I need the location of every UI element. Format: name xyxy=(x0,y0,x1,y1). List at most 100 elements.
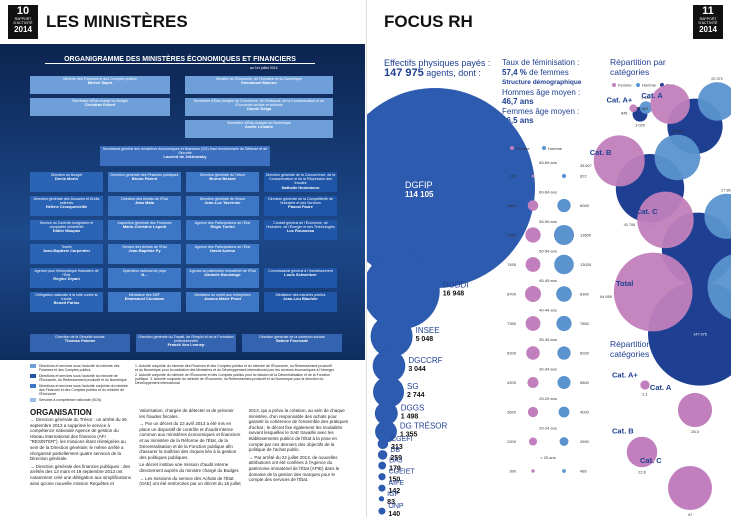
share-bubble xyxy=(640,380,650,390)
women-bubble xyxy=(637,191,694,249)
org-box: Secrétaire d'État chargée du Commerce, d… xyxy=(185,98,333,116)
legend-swatch xyxy=(30,364,36,368)
men-value: 6020 xyxy=(580,351,590,356)
men-value: 13030 xyxy=(580,262,592,267)
org-name: Jeanne-Marie Prost xyxy=(204,296,241,302)
org-box: Service des Achats de l'État Jean-Baptist… xyxy=(108,244,181,264)
org-name: Jean-Luc Tavernier xyxy=(204,200,241,206)
women-value: 21 451 xyxy=(637,107,649,111)
page-number: 11 xyxy=(702,5,714,17)
women-bubble xyxy=(525,227,541,243)
direction-label: IGF xyxy=(387,491,399,498)
bubble xyxy=(373,376,405,408)
women-value: 278 xyxy=(509,174,516,179)
text: Hommes âge moyen : xyxy=(502,87,581,97)
paragraph: Le décret institue une mission d'audit i… xyxy=(139,462,240,473)
direction-value: 1 498 xyxy=(401,413,419,420)
org-role: Direction générale du Travail, de l'Empl… xyxy=(138,335,234,344)
org-role: Ministre de l'Économie, de l'Industrie e… xyxy=(216,77,302,81)
value: 46,7 ans xyxy=(502,97,534,106)
bubble xyxy=(378,496,385,502)
direction-label: INSEE xyxy=(416,326,440,335)
bubble xyxy=(378,473,386,481)
gutter xyxy=(366,0,367,517)
org-name: Michel Sapin xyxy=(87,80,113,86)
direction-value: 5 048 xyxy=(416,336,434,343)
direction-value: 2 744 xyxy=(407,392,425,399)
text: Femmes âge moyen : xyxy=(502,106,580,116)
men-bubble xyxy=(557,198,571,213)
org-name: Nathalie Homobono xyxy=(281,184,320,190)
direction-value: 259 xyxy=(390,455,402,462)
men-value: 27 863 xyxy=(721,189,731,193)
org-name: N... xyxy=(141,272,148,278)
org-role: Tracfin xyxy=(61,245,72,249)
paragraph: → Les missions du service des Achats de … xyxy=(139,408,349,487)
org-role: Secrétaire d'État chargé du Budget xyxy=(72,99,128,103)
men-bubble xyxy=(707,254,731,320)
women-bubble xyxy=(527,376,539,389)
direction-label: CGEIET xyxy=(389,469,416,476)
category-name: Cat. A xyxy=(650,383,672,392)
org-role: Direction générale de la Concurrence, de… xyxy=(265,173,336,186)
bubble xyxy=(377,450,388,460)
org-role: Secrétariat général des ministères écono… xyxy=(102,147,268,156)
men-value: 20 372 xyxy=(711,77,723,81)
org-name: Jean-Baptiste Carpentier xyxy=(42,248,91,254)
badge: 10 RAPPORT D'ACTIVITÉ 2014 xyxy=(8,5,38,39)
age-label: 60-64 ans xyxy=(539,190,557,195)
bubble xyxy=(370,315,413,358)
org-box: Direction des Achats de l'État Jean Maïa xyxy=(108,196,181,216)
org-name: Louis Schweitzer xyxy=(284,272,317,278)
org-box: Conseil général de l'Économie, de l'Indu… xyxy=(264,220,337,240)
women-bubble xyxy=(528,437,538,446)
category-name: Cat. A xyxy=(641,91,663,100)
org-name: Christian Eckert xyxy=(84,102,116,108)
paragraph: → Par un décret du 23 avril 2013 a été m… xyxy=(139,421,241,460)
org-name: Carole Delga xyxy=(246,106,272,112)
share-bubble xyxy=(626,436,658,468)
org-box: Direction de la Sécurité sociale Thomas F… xyxy=(30,334,130,352)
org-name: Didier Maupas xyxy=(52,228,81,234)
badge-line: D'ACTIVITÉ xyxy=(13,21,33,25)
direction-value: 140 xyxy=(388,511,400,517)
legend-swatch xyxy=(30,374,36,378)
org-role: Service du Contrôle budgétaire et compta… xyxy=(39,221,94,230)
org-box: Agence des Participations de l'État Régis… xyxy=(186,220,259,240)
org-box: Direction du Budget Denis Morin xyxy=(30,172,103,192)
men-bubble xyxy=(561,173,567,179)
legend-swatch xyxy=(542,146,546,150)
women-value: 84 659 xyxy=(600,295,612,299)
direction-value: 150 xyxy=(389,477,401,484)
share-value: 28,3 xyxy=(691,429,700,434)
women-value: 7980 xyxy=(507,233,517,238)
direction-value: 142 xyxy=(388,488,400,495)
org-role: Secrétaire d'État chargée du Commerce, d… xyxy=(193,99,325,108)
women-bubble xyxy=(527,200,539,211)
age-label: 45-49 ans xyxy=(539,278,557,283)
men-value: 7850 xyxy=(580,321,590,326)
org-name: Danielle Bourlange xyxy=(204,272,241,278)
direction-value: 83 xyxy=(387,499,395,506)
org-box: Médiateur des MEF Emmanuel Constans xyxy=(108,292,181,312)
paragraph: → Direction générale des finances publiq… xyxy=(30,408,234,486)
org-box: Commissariat général à l'Investissement L… xyxy=(264,268,337,288)
men-value: 2 184 xyxy=(641,96,651,100)
women-bubble xyxy=(525,257,541,272)
org-name: David Azéma xyxy=(210,248,235,254)
women-value: 7390 xyxy=(507,321,517,326)
org-role: Agence des Participations de l'État xyxy=(194,245,251,249)
org-box: Direction générale de la Concurrence, de… xyxy=(264,172,337,192)
org-role: Direction générale de l'Insee xyxy=(199,197,246,201)
total-value: 147 975 xyxy=(693,333,707,337)
legend-swatch xyxy=(612,83,616,87)
women-value: 390 xyxy=(509,469,516,474)
org-box: Secrétaire d'État chargée du Numérique Ax… xyxy=(185,120,333,138)
women-bubble xyxy=(527,406,539,418)
org-name: Sabine Fourcade xyxy=(275,338,309,344)
direction-value: 179 xyxy=(389,466,401,473)
org-name: Laurent de Jekhowsky xyxy=(163,154,207,160)
badge-line: RAPPORT xyxy=(699,17,717,21)
men-bubble xyxy=(704,193,731,239)
